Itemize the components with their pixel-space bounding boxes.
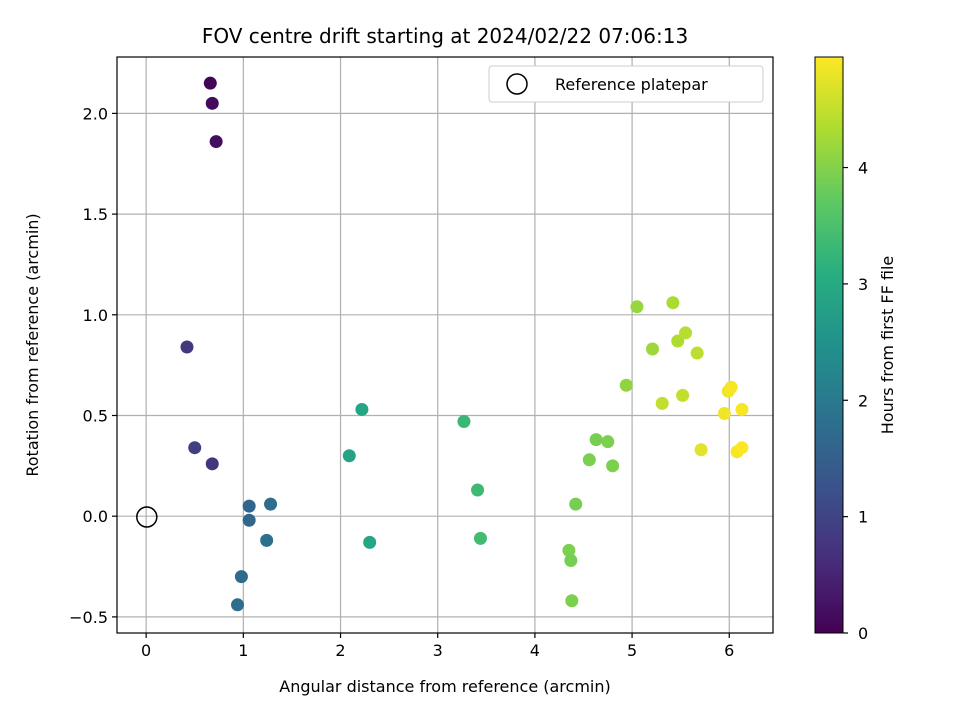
y-tick-label: 1.5: [83, 205, 108, 224]
data-point: [264, 497, 278, 511]
data-point: [645, 342, 659, 356]
data-point: [562, 543, 576, 557]
legend-box: [488, 65, 764, 103]
y-tick-label: −0.5: [69, 608, 108, 627]
data-point: [676, 388, 690, 402]
reference-platepar-marker: [136, 506, 158, 528]
data-point: [355, 402, 369, 416]
data-point: [671, 334, 685, 348]
colorbar-tick-label: 3: [858, 275, 868, 294]
data-point: [735, 441, 749, 455]
legend-label-reference: Reference platepar: [555, 75, 708, 94]
y-tick-label: 1.0: [83, 306, 108, 325]
data-point: [363, 535, 377, 549]
data-point: [589, 433, 603, 447]
data-point: [601, 435, 615, 449]
x-tick-label: 1: [238, 641, 248, 660]
data-point: [234, 570, 248, 584]
data-point: [679, 326, 693, 340]
data-point: [666, 296, 680, 310]
data-point: [735, 402, 749, 416]
data-point: [717, 406, 731, 420]
data-point: [694, 443, 708, 457]
x-axis-ticks: 0 1 2 3 4 5 6: [141, 633, 734, 660]
data-point: [205, 457, 219, 471]
x-axis-label: Angular distance from reference (arcmin): [279, 677, 610, 696]
data-point: [242, 499, 256, 513]
y-tick-label: 2.0: [83, 104, 108, 123]
colorbar-tick-label: 0: [858, 624, 868, 643]
colorbar-gradient: [814, 56, 844, 634]
x-tick-label: 6: [724, 641, 734, 660]
data-point: [231, 598, 245, 612]
y-axis-label: Rotation from reference (arcmin): [23, 213, 42, 476]
x-tick-label: 4: [530, 641, 540, 660]
colorbar-tick-label: 1: [858, 508, 868, 527]
plot-frame: [116, 56, 774, 634]
data-point: [724, 380, 738, 394]
data-point: [606, 459, 620, 473]
data-points: [180, 76, 749, 612]
y-tick-label: 0.5: [83, 406, 108, 425]
colorbar-tick-label: 2: [858, 391, 868, 410]
data-point: [180, 340, 194, 354]
colorbar: 0 1 2 3 4 Hours from first FF file: [814, 56, 897, 643]
legend-marker-reference: [506, 73, 528, 95]
y-tick-label: 0.0: [83, 507, 108, 526]
data-point: [260, 533, 274, 547]
x-tick-label: 0: [141, 641, 151, 660]
colorbar-label: Hours from first FF file: [878, 256, 897, 435]
data-point: [569, 497, 583, 511]
data-point: [457, 415, 471, 429]
data-point: [471, 483, 485, 497]
data-point: [188, 441, 202, 455]
data-point: [473, 531, 487, 545]
data-point: [630, 300, 644, 314]
data-point: [582, 453, 596, 467]
data-point: [690, 346, 704, 360]
chart-title: FOV centre drift starting at 2024/02/22 …: [202, 24, 688, 48]
y-axis-ticks: −0.5 0.0 0.5 1.0 1.5 2.0: [69, 104, 117, 627]
data-point: [619, 378, 633, 392]
x-tick-label: 3: [433, 641, 443, 660]
data-point: [242, 513, 256, 527]
x-tick-label: 5: [627, 641, 637, 660]
data-point: [203, 76, 217, 90]
data-point: [655, 396, 669, 410]
data-point: [565, 594, 579, 608]
colorbar-ticks: 0 1 2 3 4: [843, 159, 868, 643]
grid: [117, 57, 773, 633]
data-point: [205, 96, 219, 110]
colorbar-tick-label: 4: [858, 159, 868, 178]
legend: Reference platepar: [488, 65, 764, 103]
data-point: [564, 553, 578, 567]
data-point: [342, 449, 356, 463]
data-point: [209, 135, 223, 149]
x-tick-label: 2: [335, 641, 345, 660]
